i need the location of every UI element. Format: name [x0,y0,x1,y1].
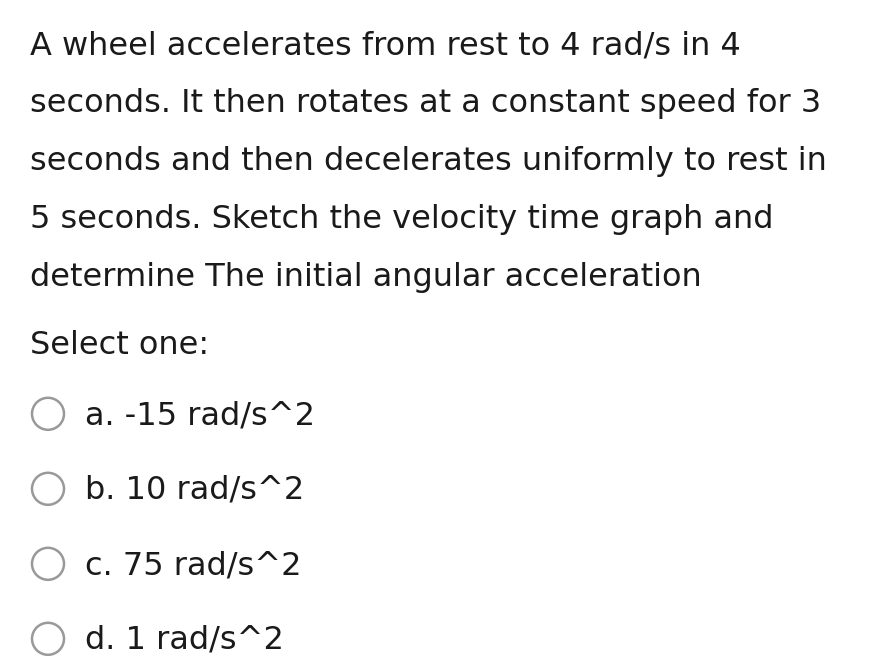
Text: determine The initial angular acceleration: determine The initial angular accelerati… [30,262,702,293]
Text: seconds. It then rotates at a constant speed for 3: seconds. It then rotates at a constant s… [30,88,821,119]
Text: Select one:: Select one: [30,330,209,361]
Text: 5 seconds. Sketch the velocity time graph and: 5 seconds. Sketch the velocity time grap… [30,204,773,235]
Text: c. 75 rad/s^2: c. 75 rad/s^2 [85,550,302,581]
Text: b. 10 rad/s^2: b. 10 rad/s^2 [85,475,304,506]
Text: A wheel accelerates from rest to 4 rad/s in 4: A wheel accelerates from rest to 4 rad/s… [30,30,740,61]
Text: a. -15 rad/s^2: a. -15 rad/s^2 [85,400,315,431]
Text: d. 1 rad/s^2: d. 1 rad/s^2 [85,625,284,656]
Text: seconds and then decelerates uniformly to rest in: seconds and then decelerates uniformly t… [30,146,827,177]
